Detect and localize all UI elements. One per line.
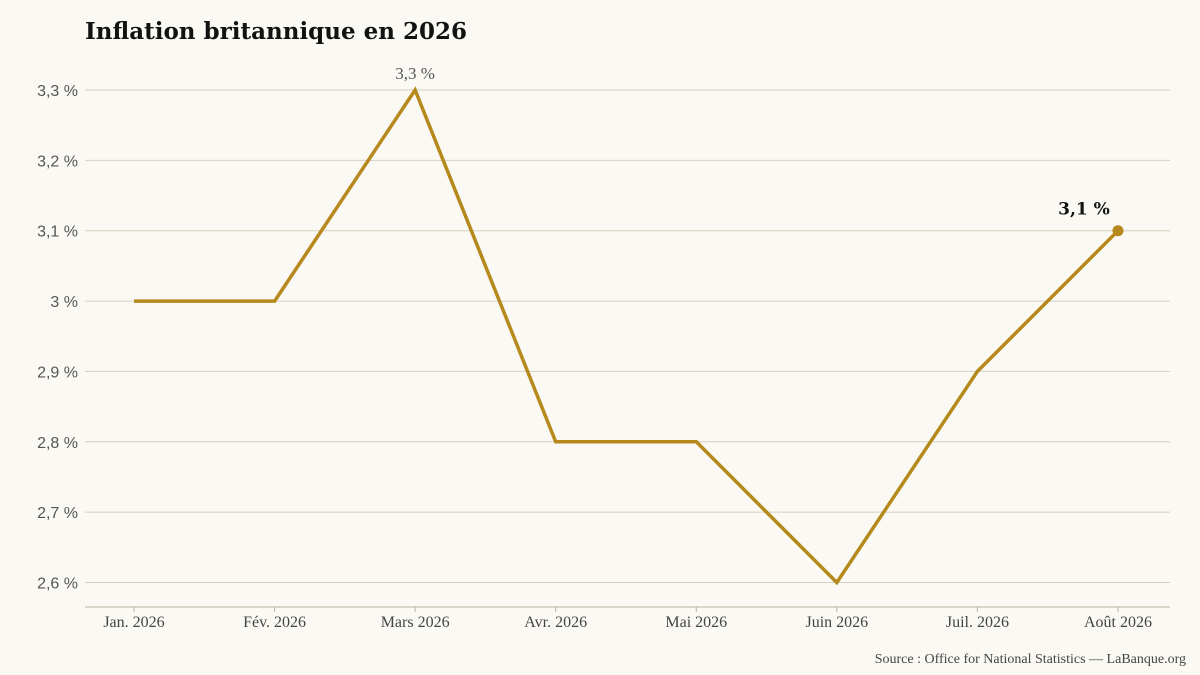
x-tick-label: Juin 2026 (806, 614, 869, 631)
y-tick-label: 2,8 % (37, 435, 78, 452)
x-tick-label: Mai 2026 (665, 614, 727, 631)
x-tick-label: Jan. 2026 (103, 614, 164, 631)
x-tick-label: Août 2026 (1084, 614, 1152, 631)
y-tick-label: 3,3 % (37, 83, 78, 100)
inflation-series-line (134, 86, 1120, 586)
source-note: Source : Office for National Statistics … (874, 652, 1186, 667)
x-tick-label: Avr. 2026 (524, 614, 587, 631)
y-tick-label: 2,9 % (37, 364, 78, 381)
x-tick-label: Fév. 2026 (243, 614, 306, 631)
y-tick-label: 2,6 % (37, 576, 78, 593)
y-tick-label: 3,2 % (37, 153, 78, 170)
y-tick-label: 2,7 % (37, 505, 78, 522)
y-tick-label: 3,1 % (37, 224, 78, 241)
last-point-marker (1112, 225, 1124, 237)
data-label: 3,3 % (395, 64, 435, 83)
y-tick-label: 3 % (50, 294, 78, 311)
chart-title: Inflation britannique en 2026 (85, 18, 468, 45)
data-label: 3,1 % (1058, 200, 1110, 220)
x-tick-label: Mars 2026 (381, 614, 450, 631)
x-tick-label: Juil. 2026 (946, 614, 1009, 631)
